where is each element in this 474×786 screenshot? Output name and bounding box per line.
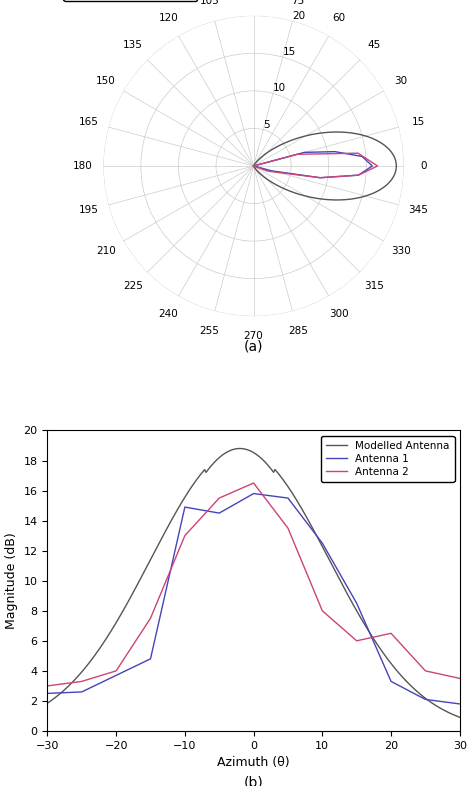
Modelled Antenna [391, 172, 396, 182]
Modelled Antenna [419, 692, 425, 701]
Line: Antenna 2: Antenna 2 [254, 153, 378, 178]
Modelled Antenna [251, 161, 256, 171]
Modelled Antenna [392, 170, 397, 179]
Text: (a): (a) [244, 340, 264, 353]
Antenna 2 [251, 479, 256, 488]
Modelled Antenna [290, 490, 296, 499]
Antenna 2 [388, 629, 394, 638]
Line: Antenna 1: Antenna 1 [47, 494, 460, 704]
Antenna 2 [356, 171, 361, 180]
Antenna 1 [182, 502, 188, 512]
Legend: Modelled Antenna, Antenna 1, Antenna 2: Modelled Antenna, Antenna 1, Antenna 2 [320, 435, 455, 483]
Antenna 1 [251, 489, 256, 498]
Antenna 2 [45, 681, 50, 691]
Antenna 1 [285, 494, 291, 503]
Antenna 2 [457, 674, 463, 683]
Antenna 2 [285, 523, 291, 533]
Antenna 1 [423, 695, 428, 704]
Modelled Antenna [251, 161, 256, 171]
Antenna 1 [332, 147, 338, 156]
Antenna 2 [251, 161, 256, 171]
Antenna 1 [369, 161, 375, 171]
Line: Antenna 2: Antenna 2 [47, 483, 460, 686]
Modelled Antenna [253, 159, 258, 168]
Modelled Antenna [45, 699, 50, 708]
Antenna 1 [317, 173, 323, 182]
Antenna 1 [354, 599, 359, 608]
Modelled Antenna [251, 161, 256, 171]
Antenna 1 [269, 166, 274, 175]
Antenna 1 [251, 161, 256, 171]
Modelled Antenna [393, 162, 399, 171]
Antenna 2 [251, 161, 256, 171]
Antenna 2 [113, 667, 119, 676]
Line: Modelled Antenna: Modelled Antenna [47, 449, 460, 718]
Antenna 1 [45, 689, 50, 698]
Antenna 2 [355, 149, 361, 158]
Antenna 2 [423, 667, 428, 676]
Antenna 1 [251, 161, 256, 171]
Antenna 2 [354, 636, 359, 645]
Modelled Antenna [292, 491, 297, 501]
Antenna 1 [148, 654, 154, 663]
Legend: Modelled Antenna, Antenna 1, Antenna 2: Modelled Antenna, Antenna 1, Antenna 2 [64, 0, 197, 2]
Antenna 2 [251, 161, 256, 171]
Y-axis label: Magnitude (dB): Magnitude (dB) [5, 532, 18, 629]
Antenna 2 [317, 173, 323, 182]
Antenna 2 [148, 614, 154, 623]
Line: Antenna 1: Antenna 1 [254, 152, 372, 178]
Antenna 2 [375, 161, 381, 171]
Antenna 1 [359, 152, 365, 161]
Antenna 2 [319, 606, 325, 615]
Antenna 1 [79, 687, 84, 696]
Antenna 2 [79, 677, 84, 686]
Line: Modelled Antenna: Modelled Antenna [254, 132, 396, 200]
Modelled Antenna [237, 444, 243, 454]
X-axis label: Azimuth (θ): Azimuth (θ) [217, 756, 290, 769]
Antenna 2 [265, 167, 271, 176]
Antenna 1 [216, 509, 222, 518]
Antenna 1 [356, 171, 361, 180]
Antenna 1 [251, 161, 256, 171]
Antenna 2 [216, 494, 222, 503]
Antenna 2 [182, 531, 188, 540]
Modelled Antenna [384, 143, 390, 152]
Antenna 1 [388, 677, 394, 686]
Modelled Antenna [46, 697, 52, 707]
Modelled Antenna [393, 665, 399, 674]
Text: (b): (b) [244, 775, 264, 786]
Antenna 2 [294, 149, 300, 159]
Antenna 1 [319, 538, 325, 548]
Antenna 1 [457, 700, 463, 709]
Modelled Antenna [457, 713, 463, 722]
Modelled Antenna [298, 503, 304, 512]
Antenna 1 [301, 148, 307, 157]
Modelled Antenna [353, 129, 359, 138]
